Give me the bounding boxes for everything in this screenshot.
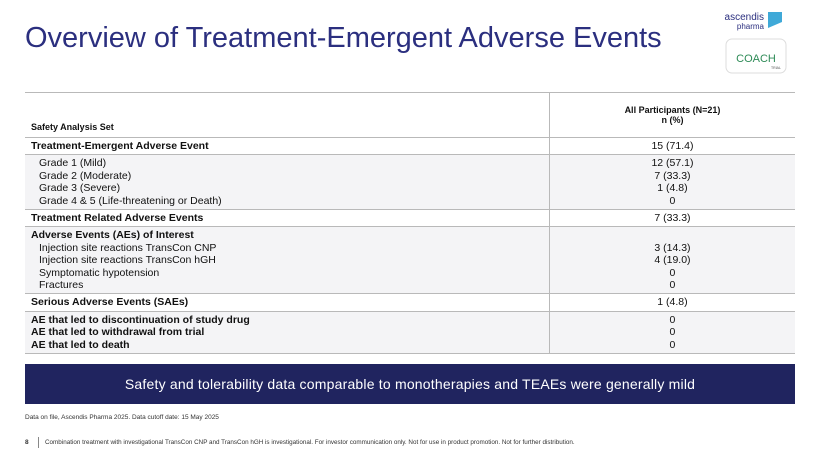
row-heading: Adverse Events (AEs) of Interest [31,229,194,242]
label-cell: Serious Adverse Events (SAEs) [25,293,550,312]
label-cell: Grade 1 (Mild) Grade 2 (Moderate) Grade 3 … [25,154,550,211]
row-value: 7 (33.3) [654,169,691,182]
row-value: 0 [669,338,676,351]
row-label: AE that led to withdrawal from trial [31,326,205,339]
logo-mark [768,12,782,28]
row-value: 0 [669,326,676,339]
column-header: All Participants (N=21) n (%) [548,92,795,138]
column-unit: n (%) [661,115,684,125]
row-label: Treatment Related Adverse Events [31,212,204,225]
logo-trial-sub: TRIAL [771,66,781,70]
label-cell: Treatment Related Adverse Events [25,209,550,228]
row-value: 7 (33.3) [654,212,691,225]
logo-trial: COACH [736,53,776,65]
row-label: Treatment-Emergent Adverse Event [31,140,209,152]
logo-company-sub: pharma [737,22,765,31]
logo-company: ascendis [725,12,764,23]
value-cell: 1 (4.8) [548,293,795,312]
row-label: Grade 3 (Severe) [39,182,121,195]
row-value: 3 (14.3) [654,241,691,254]
table-row: Serious Adverse Events (SAEs) 1 (4.8) [25,293,795,312]
table-row: Adverse Events (AEs) of Interest Injectio… [25,226,795,295]
row-label: Injection site reactions TransCon CNP [39,241,217,254]
disclaimer: Combination treatment with investigation… [45,439,575,446]
row-label: AE that led to death [31,338,130,351]
row-value: 15 (71.4) [651,140,694,152]
banner: Safety and tolerability data comparable … [25,364,795,404]
row-label: Grade 1 (Mild) [39,157,107,170]
row-label: Fractures [39,279,84,292]
table-row: AE that led to discontinuation of study … [25,310,795,355]
row-value: 0 [669,194,676,207]
table-row: Treatment-Emergent Adverse Event 15 (71.4… [25,136,795,156]
row-value: 4 (19.0) [654,254,691,267]
title: Overview of Treatment-Emergent Adverse E… [25,22,662,54]
value-cell: 7 (33.3) [548,209,795,228]
row-label: Serious Adverse Events (SAEs) [31,296,189,309]
label-cell: AE that led to discontinuation of study … [25,310,550,355]
row-label: AE that led to discontinuation of study … [31,313,250,326]
page-number: 8 [25,439,29,446]
column-title: All Participants (N=21) [624,105,721,115]
row-label: Symptomatic hypotension [39,266,160,279]
row-label: Grade 4 & 5 (Life-threatening or Death) [39,194,222,207]
row-value: 1 (4.8) [657,296,688,309]
table-row: Treatment Related Adverse Events 7 (33.3) [25,209,795,228]
row-value: 0 [669,279,676,292]
row-value: 12 (57.1) [651,157,694,170]
row-value: 1 (4.8) [657,182,688,195]
row-value: 0 [669,266,676,279]
spacer [556,229,789,241]
safety-table: Safety Analysis Set All Participants (N=… [25,92,795,355]
separator [38,437,39,448]
value-cell: 3 (14.3) 4 (19.0) 0 0 [548,226,795,295]
footnote: Data on file, Ascendis Pharma 2025. Data… [25,414,219,421]
column-header: Safety Analysis Set [25,92,550,138]
label-cell: Adverse Events (AEs) of Interest Injectio… [25,226,550,295]
table-row: Grade 1 (Mild) Grade 2 (Moderate) Grade 3 … [25,154,795,211]
value-cell: 15 (71.4) [548,136,795,156]
logo: ascendis pharma COACH TRIAL [725,12,787,74]
row-value: 0 [669,313,676,326]
row-label: Injection site reactions TransCon hGH [39,254,216,267]
value-cell: 12 (57.1) 7 (33.3) 1 (4.8) 0 [548,154,795,211]
label-cell: Treatment-Emergent Adverse Event [25,136,550,156]
row-label: Grade 2 (Moderate) [39,169,132,182]
logo-box [725,38,787,74]
